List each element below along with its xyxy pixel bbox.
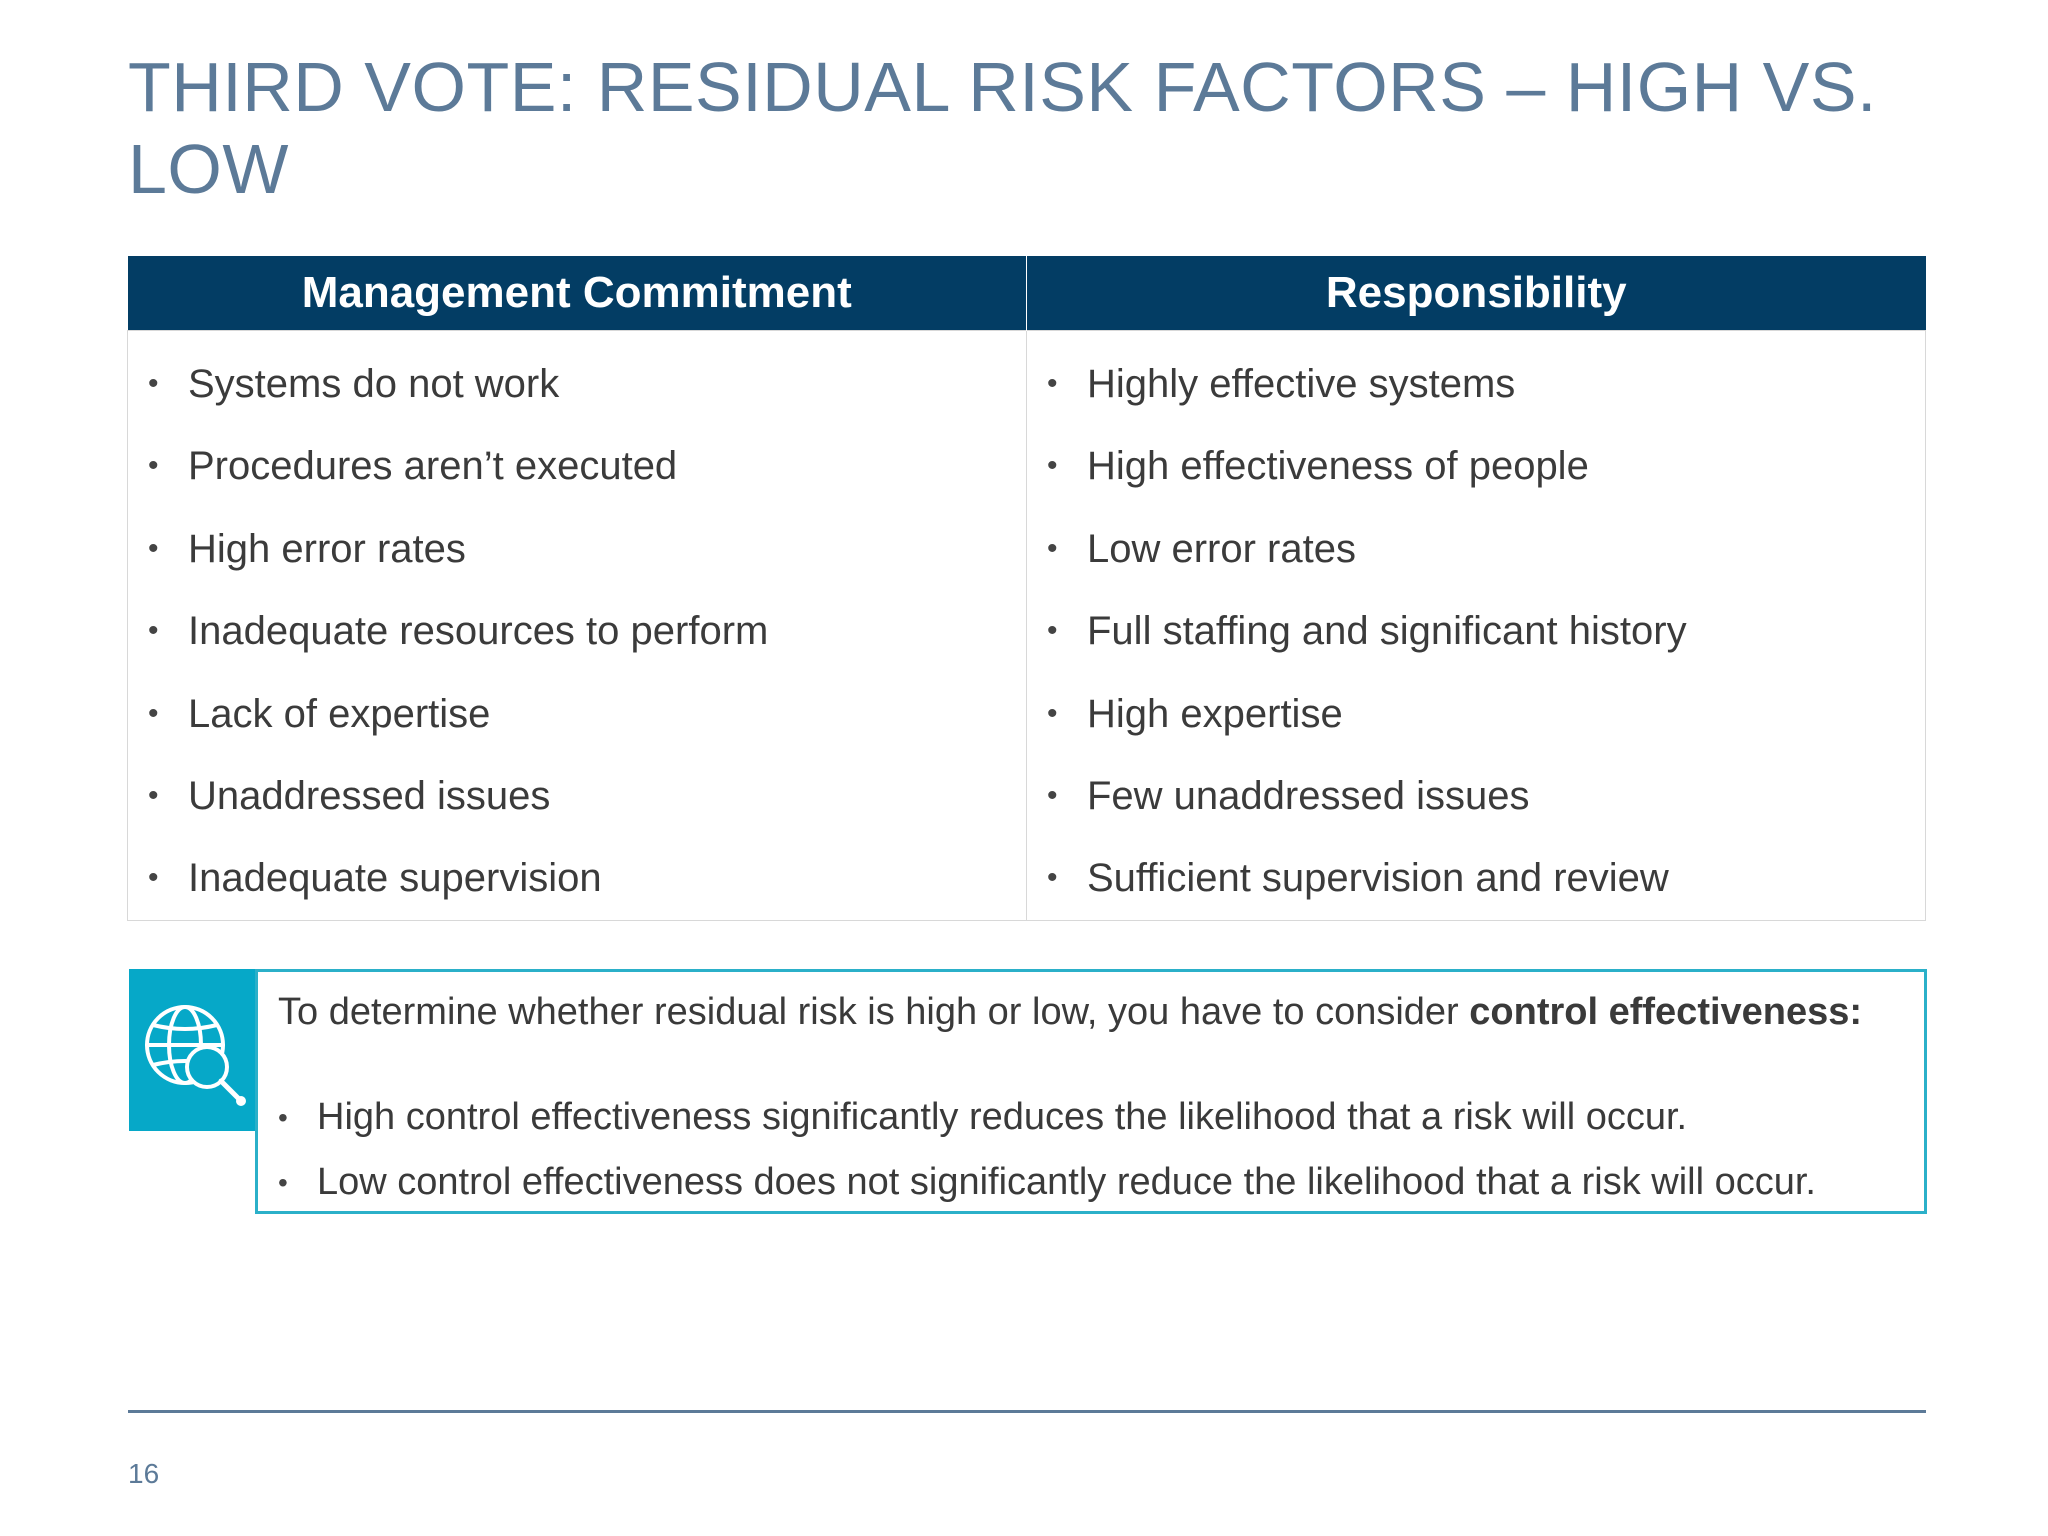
list-item: Unaddressed issues <box>128 755 1026 838</box>
callout-icon-tile <box>129 969 257 1131</box>
list-item: Inadequate supervision <box>128 837 1026 920</box>
table-header-row: Management Commitment Responsibility <box>127 256 1926 331</box>
table-row: Systems do not work Procedures aren’t ex… <box>127 330 1926 921</box>
globe-search-icon <box>145 1005 246 1106</box>
list-item: High error rates <box>128 508 1026 591</box>
list-item: Full staffing and significant history <box>1027 590 1925 673</box>
list-item: Inadequate resources to perform <box>128 590 1026 673</box>
column-header-management-commitment: Management Commitment <box>127 256 1027 331</box>
list-item: Sufficient supervision and review <box>1027 837 1925 920</box>
callout-intro: To determine whether residual risk is hi… <box>278 988 1878 1036</box>
page-number: 16 <box>128 1458 160 1489</box>
list-item: Few unaddressed issues <box>1027 755 1925 838</box>
callout-intro-text: To determine whether residual risk is hi… <box>278 991 1470 1033</box>
risk-factors-table: Management Commitment Responsibility Sys… <box>127 256 1926 921</box>
footer-divider <box>128 1410 1926 1413</box>
control-effectiveness-callout: To determine whether residual risk is hi… <box>255 969 1927 1215</box>
list-item: Low control effectiveness does not signi… <box>278 1150 1918 1215</box>
list-item: High control effectiveness significantly… <box>278 1085 1918 1150</box>
slide-title: THIRD VOTE: RESIDUAL RISK FACTORS – HIGH… <box>128 48 1877 208</box>
responsibility-list: Highly effective systems High effectiven… <box>1027 331 1925 920</box>
list-item: Systems do not work <box>128 343 1026 426</box>
responsibility-cell: Highly effective systems High effectiven… <box>1026 330 1926 921</box>
list-item: High expertise <box>1027 673 1925 756</box>
list-item: Low error rates <box>1027 508 1925 591</box>
callout-bullet-list: High control effectiveness significantly… <box>278 1085 1918 1215</box>
list-item: Lack of expertise <box>128 673 1026 756</box>
list-item: Highly effective systems <box>1027 343 1925 426</box>
column-header-responsibility: Responsibility <box>1026 256 1926 331</box>
list-item: Procedures aren’t executed <box>128 425 1026 508</box>
callout-intro-bold: control effectiveness: <box>1469 991 1863 1033</box>
management-commitment-cell: Systems do not work Procedures aren’t ex… <box>127 330 1027 921</box>
management-commitment-list: Systems do not work Procedures aren’t ex… <box>128 331 1026 920</box>
list-item: High effectiveness of people <box>1027 425 1925 508</box>
